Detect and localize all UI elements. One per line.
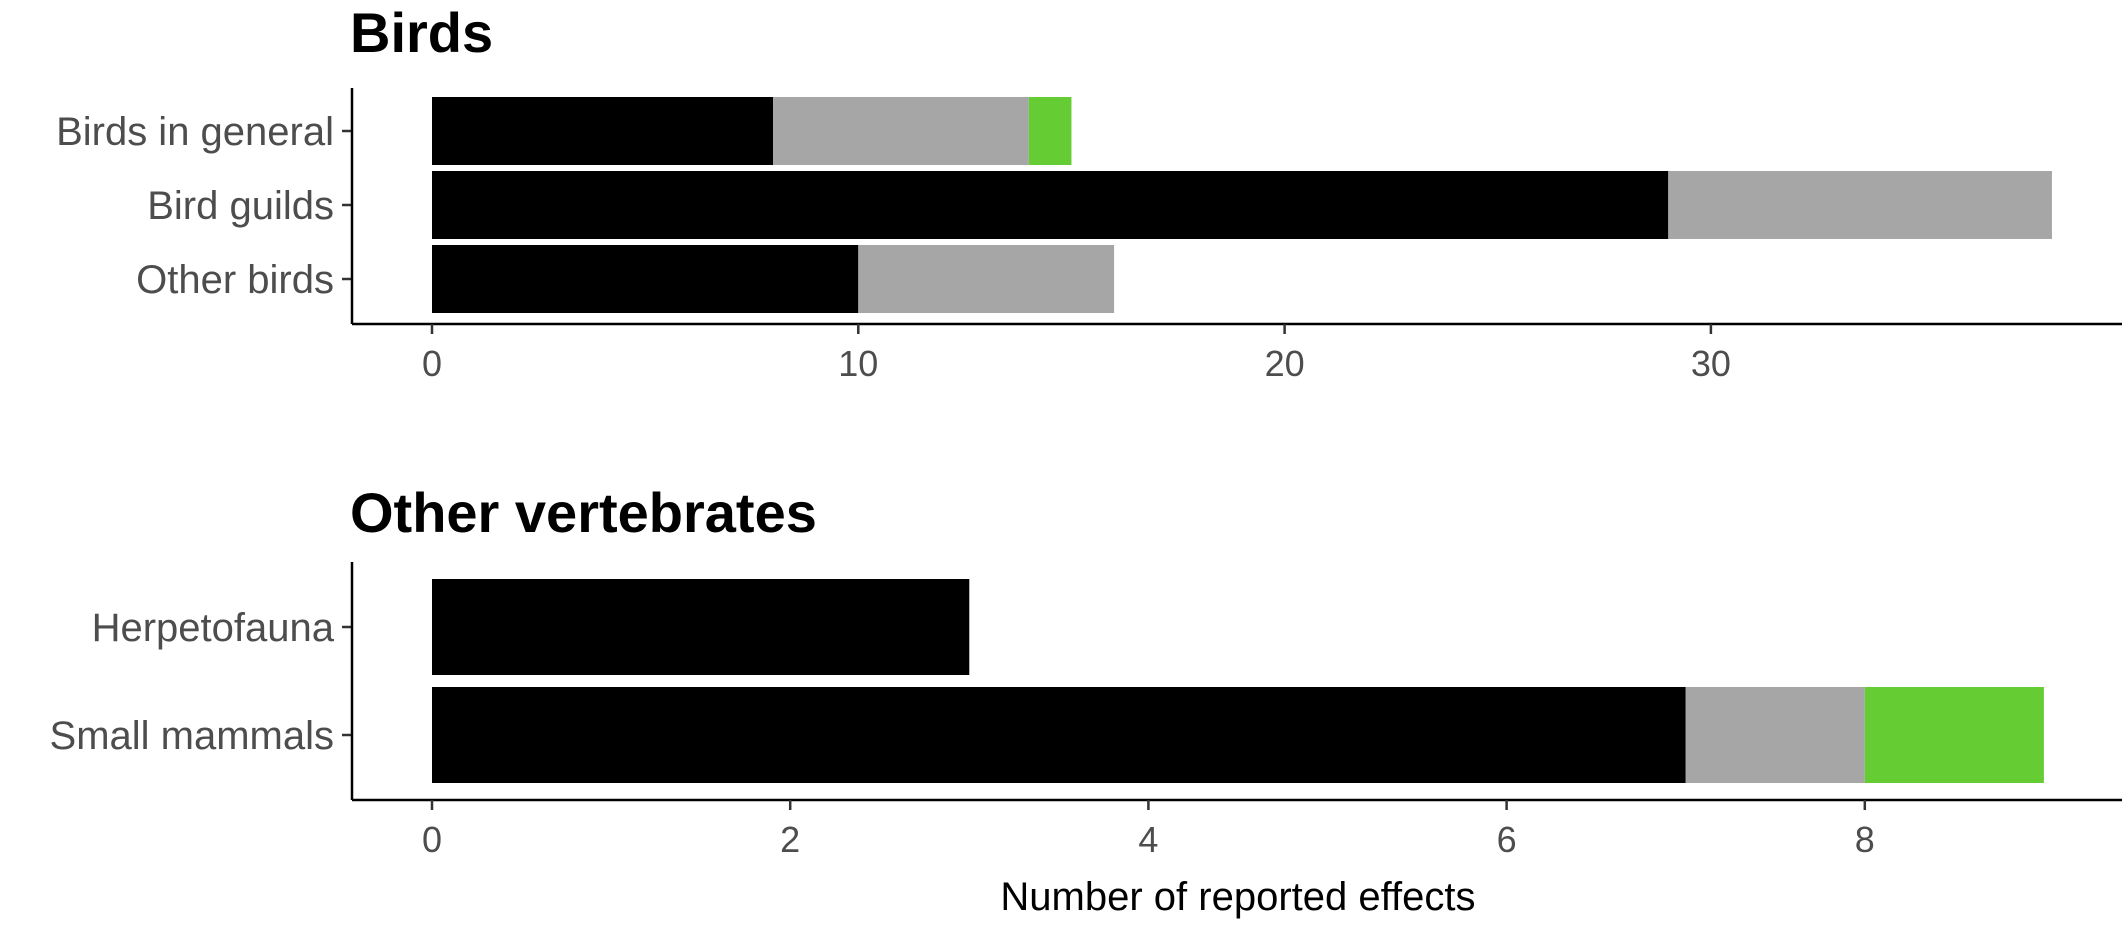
other-vertebrates-x-tick-label-4: 4 [1138, 819, 1158, 860]
other-vertebrates-panel-title: Other vertebrates [350, 481, 817, 544]
bar-other-birds-segment-1 [432, 245, 859, 313]
birds-x-tick-label-20: 20 [1265, 343, 1305, 384]
x-axis-title: Number of reported effects [1000, 875, 1475, 919]
category-label-birds-in-general: Birds in general [56, 110, 334, 154]
birds-x-tick-label-30: 30 [1691, 343, 1731, 384]
bar-birds-in-general-segment-1 [432, 97, 774, 165]
other-vertebrates-x-tick-label-6: 6 [1497, 819, 1517, 860]
bar-herpetofauna-segment-1 [432, 579, 970, 675]
bar-birds-in-general-segment-2 [773, 97, 1029, 165]
category-label-small-mammals: Small mammals [50, 714, 334, 758]
category-label-other-birds: Other birds [136, 258, 334, 302]
bar-small-mammals-segment-1 [432, 687, 1686, 783]
bar-other-birds-segment-2 [858, 245, 1115, 313]
bar-birds-in-general-segment-3 [1028, 97, 1072, 165]
category-label-bird-guilds: Bird guilds [147, 184, 334, 228]
bar-small-mammals-segment-2 [1685, 687, 1865, 783]
other-vertebrates-x-tick-label-8: 8 [1855, 819, 1875, 860]
other-vertebrates-x-tick-label-0: 0 [422, 819, 442, 860]
bar-small-mammals-segment-3 [1864, 687, 2044, 783]
category-label-herpetofauna: Herpetofauna [92, 606, 335, 650]
birds-x-tick-label-0: 0 [422, 343, 442, 384]
birds-x-tick-label-10: 10 [838, 343, 878, 384]
other-vertebrates-x-tick-label-2: 2 [780, 819, 800, 860]
birds-panel-title: Birds [350, 1, 493, 64]
bar-bird-guilds-segment-2 [1668, 171, 2052, 239]
bar-bird-guilds-segment-1 [432, 171, 1669, 239]
